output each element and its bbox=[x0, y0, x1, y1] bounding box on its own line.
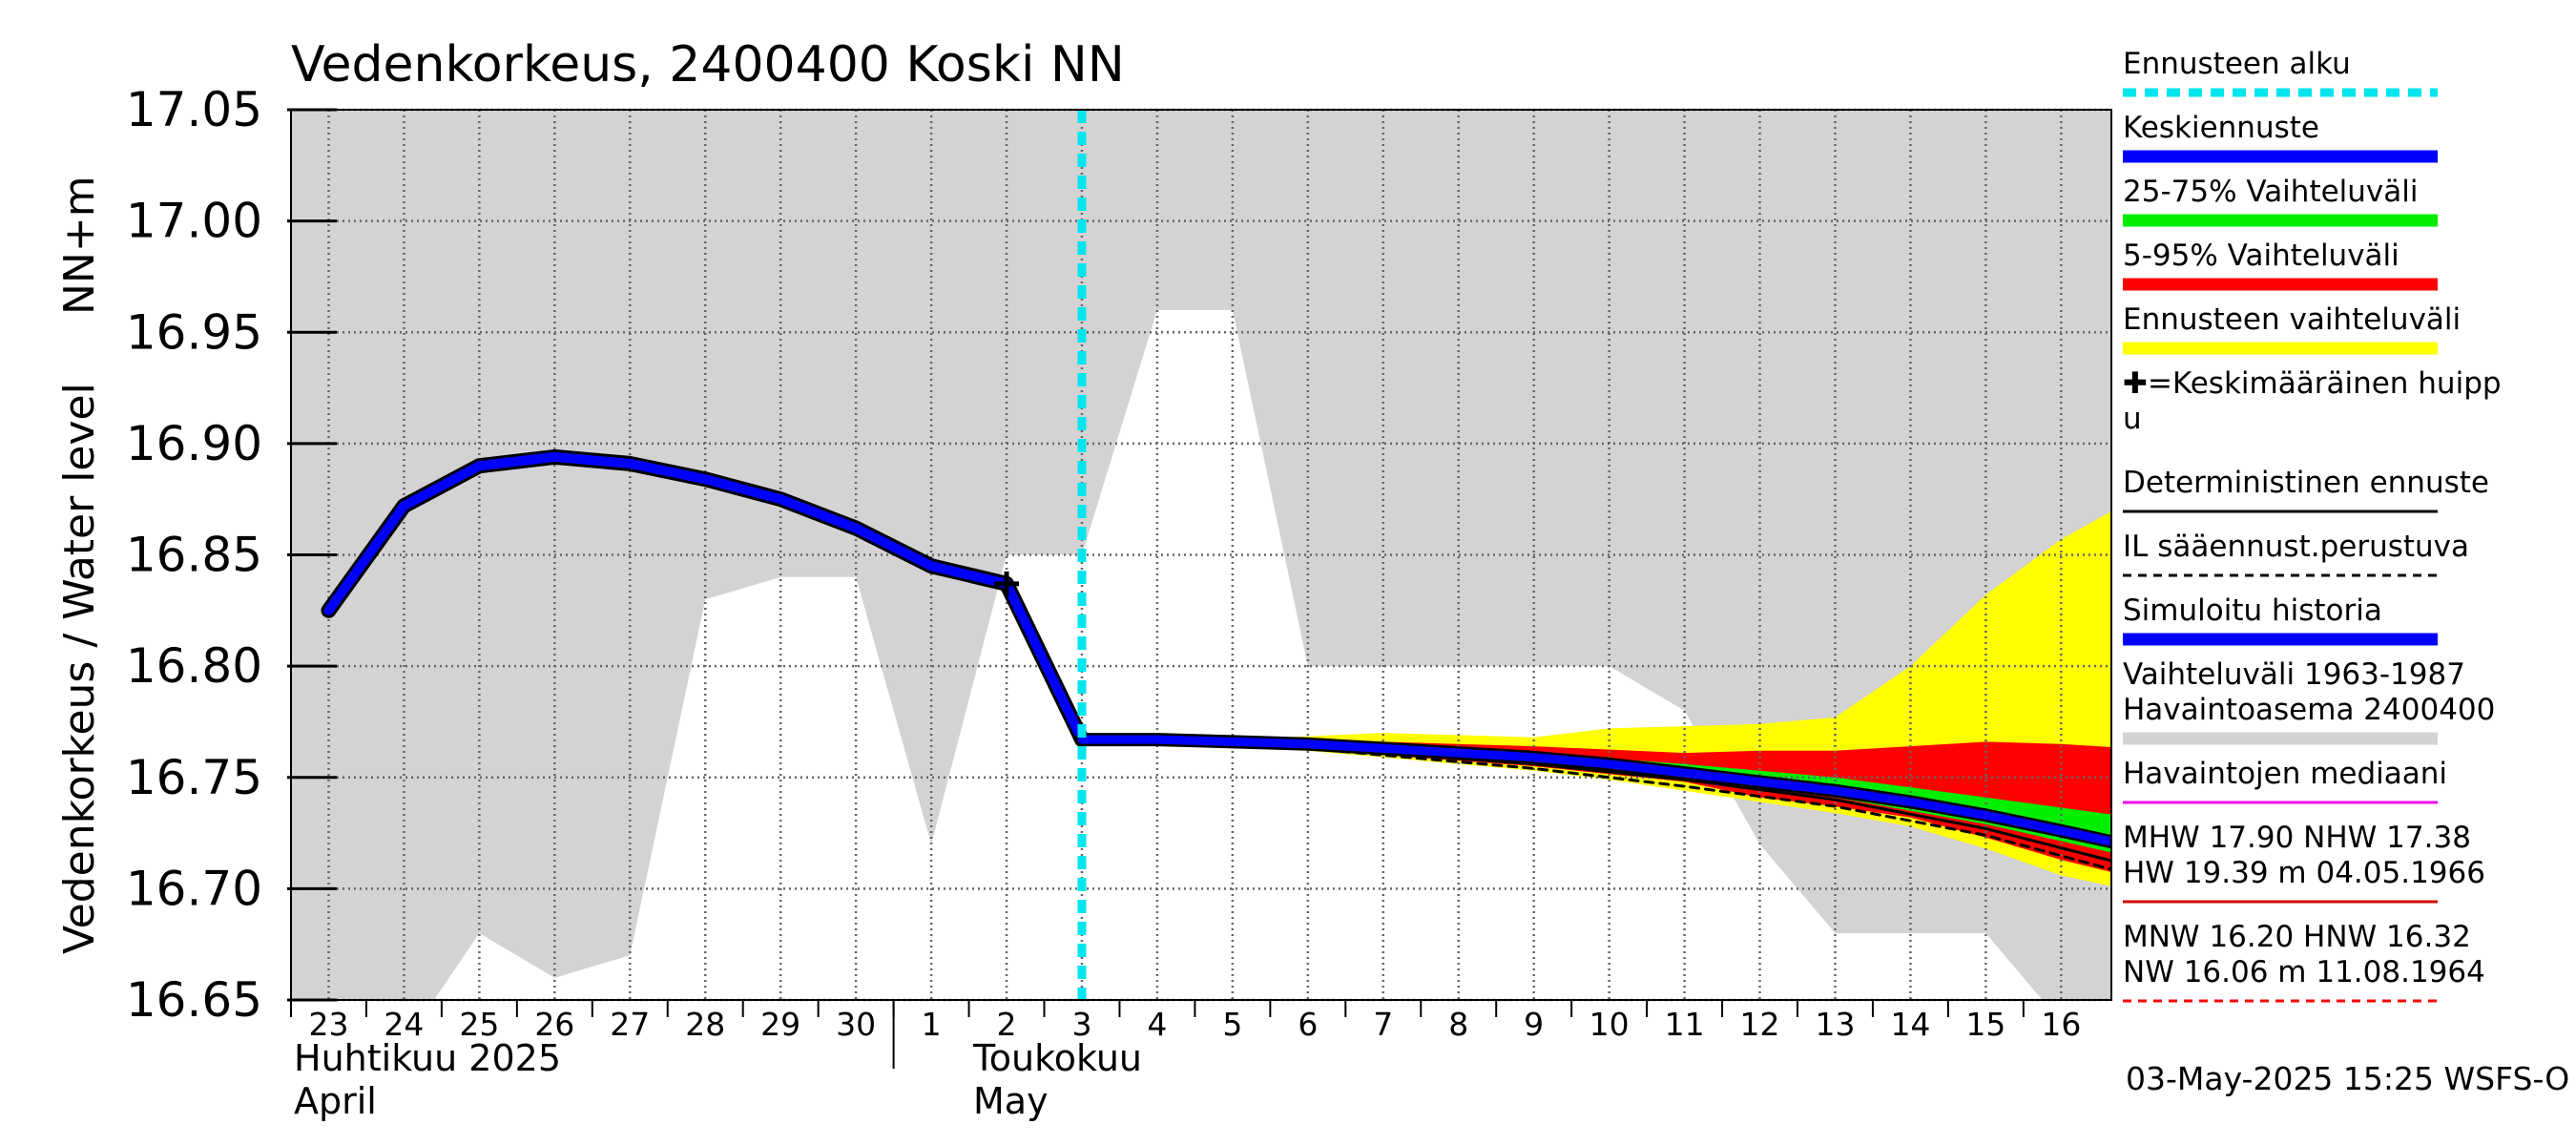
y-tick-label: 16.90 bbox=[126, 416, 262, 471]
x-tick-label: 10 bbox=[1589, 1006, 1630, 1043]
legend-label: Vaihteluväli 1963-1987 bbox=[2123, 657, 2465, 692]
y-tick-label: 16.65 bbox=[126, 972, 262, 1028]
series-lines bbox=[321, 110, 2111, 1000]
legend-label: 25-75% Vaihteluväli bbox=[2123, 175, 2419, 209]
y-tick-label: 16.95 bbox=[126, 304, 262, 360]
legend: Ennusteen alku Keskiennuste 25-75% Vaihtel… bbox=[2123, 47, 2502, 1003]
peak-marker bbox=[994, 571, 1020, 596]
x-tick-label: 26 bbox=[534, 1006, 574, 1043]
x-tick-label: 7 bbox=[1373, 1006, 1393, 1043]
axes: 16.65 16.70 16.75 16.80 16.85 16.90 16.95 17.00… bbox=[126, 82, 2112, 1069]
median-forecast-line bbox=[1077, 735, 2111, 846]
x-tick-label: 13 bbox=[1815, 1006, 1855, 1043]
legend-label: 5-95% Vaihteluväli bbox=[2123, 239, 2399, 273]
x-tick-label: 25 bbox=[459, 1006, 499, 1043]
x-tick-label: 9 bbox=[1524, 1006, 1544, 1043]
legend-label: Deterministinen ennuste bbox=[2123, 466, 2489, 500]
chart-title: Vedenkorkeus, 2400400 Koski NN bbox=[291, 36, 1125, 94]
plot-background bbox=[291, 110, 2111, 1000]
historical-range-band bbox=[291, 110, 2111, 1000]
x-tick-label: 14 bbox=[1890, 1006, 1930, 1043]
x-tick-label: 28 bbox=[685, 1006, 725, 1043]
y-axis-unit: NN+m bbox=[55, 176, 104, 315]
month-label-may-en: May bbox=[973, 1080, 1049, 1122]
x-tick-label: 8 bbox=[1448, 1006, 1468, 1043]
x-tick-label: 4 bbox=[1147, 1006, 1167, 1043]
legend-label: Ennusteen vaihteluväli bbox=[2123, 302, 2461, 337]
legend-label: NW 16.06 m 11.08.1964 bbox=[2123, 955, 2485, 989]
x-tick-label: 29 bbox=[760, 1006, 800, 1043]
x-tick-label: 12 bbox=[1740, 1006, 1780, 1043]
x-tick-label: 1 bbox=[922, 1006, 942, 1043]
x-tick-label: 16 bbox=[2041, 1006, 2081, 1043]
x-tick-label: 15 bbox=[1965, 1006, 2005, 1043]
legend-label: MNW 16.20 HNW 16.32 bbox=[2123, 920, 2471, 954]
x-tick-label: 24 bbox=[384, 1006, 424, 1043]
x-tick-label: 11 bbox=[1665, 1006, 1705, 1043]
x-tick-label: 3 bbox=[1071, 1006, 1091, 1043]
x-tick-label: 30 bbox=[836, 1006, 876, 1043]
legend-label: Keskiennuste bbox=[2123, 111, 2319, 145]
month-label-may-fi: Toukokuu bbox=[972, 1037, 1142, 1079]
y-tick-label: 17.00 bbox=[126, 194, 262, 249]
x-tick-label: 2 bbox=[997, 1006, 1017, 1043]
legend-label: Havaintojen mediaani bbox=[2123, 757, 2447, 791]
legend-label: MHW 17.90 NHW 17.38 bbox=[2123, 821, 2471, 855]
x-tick-label: 23 bbox=[308, 1006, 348, 1043]
x-tick-label: 5 bbox=[1222, 1006, 1242, 1043]
x-tick-label: 6 bbox=[1298, 1006, 1318, 1043]
y-tick-label: 16.75 bbox=[126, 750, 262, 805]
footer-timestamp: 03-May-2025 15:25 WSFS-O bbox=[2126, 1060, 2569, 1097]
legend-label: u bbox=[2123, 402, 2142, 436]
legend-label: Simuloitu historia bbox=[2123, 593, 2382, 628]
legend-label: IL sääennust.perustuva bbox=[2123, 530, 2469, 564]
legend-label: ✚=Keskimääräinen huipp bbox=[2123, 366, 2502, 401]
band-5-95 bbox=[1082, 739, 2111, 873]
y-tick-label: 17.05 bbox=[126, 82, 262, 137]
y-axis-label: Vedenkorkeus / Water level bbox=[55, 383, 104, 954]
legend-label: Ennusteen alku bbox=[2123, 47, 2351, 81]
y-tick-label: 16.80 bbox=[126, 638, 262, 694]
x-tick-label: 27 bbox=[610, 1006, 650, 1043]
month-label-april-en: April bbox=[294, 1080, 377, 1122]
legend-label: HW 19.39 m 04.05.1966 bbox=[2123, 856, 2485, 890]
y-tick-label: 16.85 bbox=[126, 528, 262, 583]
legend-label: Havaintoasema 2400400 bbox=[2123, 693, 2495, 727]
y-tick-label: 16.70 bbox=[126, 861, 262, 916]
month-label-april-fi: Huhtikuu 2025 bbox=[294, 1037, 561, 1079]
simulated-history-line bbox=[323, 451, 1087, 745]
